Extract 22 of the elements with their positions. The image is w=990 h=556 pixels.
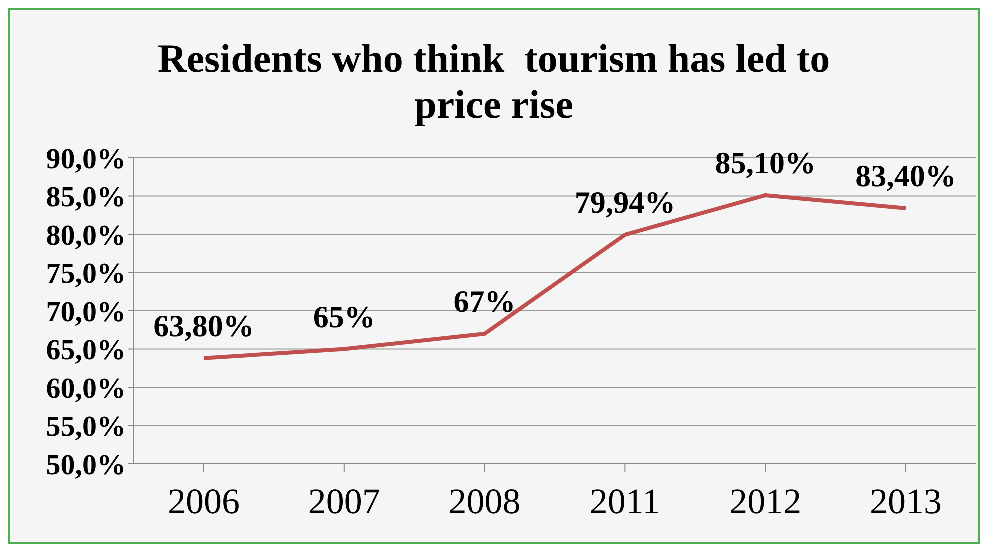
x-tick-label: 2007 — [308, 482, 380, 522]
y-tick-label: 75,0% — [46, 258, 126, 290]
x-tick-label: 2006 — [168, 482, 240, 522]
y-tick-label: 65,0% — [46, 334, 126, 367]
x-tick-label: 2008 — [448, 482, 521, 522]
y-tick-label: 80,0% — [46, 220, 126, 252]
data-label: 67% — [454, 284, 516, 319]
data-label: 63,80% — [154, 308, 254, 344]
y-tick-label: 50,0% — [46, 449, 126, 482]
chart-title: Residents who think tourism has led to price rise — [156, 36, 832, 128]
x-tick-label: 2013 — [870, 482, 942, 522]
x-tick-label: 2011 — [590, 482, 661, 522]
y-tick-label: 90,0% — [46, 143, 126, 176]
x-tick-label: 2012 — [730, 482, 802, 522]
y-tick-label: 70,0% — [46, 296, 126, 328]
y-tick-label: 55,0% — [46, 411, 126, 444]
data-label: 83,40% — [856, 158, 956, 194]
data-label: 65% — [313, 299, 376, 334]
y-tick-label: 60,0% — [46, 372, 126, 405]
y-tick-label: 85,0% — [46, 182, 126, 214]
data-label: 79,94% — [574, 184, 676, 220]
data-label: 85,10% — [715, 145, 816, 180]
